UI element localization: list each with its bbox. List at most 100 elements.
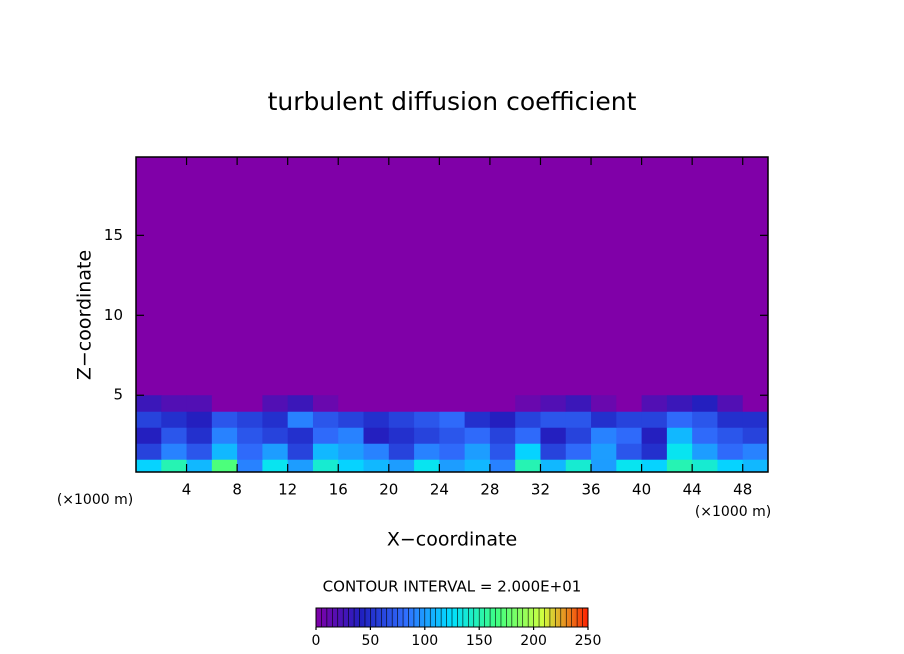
field-cell <box>489 459 516 472</box>
field-cell <box>211 443 238 460</box>
field-cell <box>237 411 263 428</box>
field-cell <box>489 395 516 412</box>
field-cell <box>515 411 541 428</box>
field-cell <box>565 443 592 460</box>
field-cell <box>136 411 162 428</box>
field-cell <box>464 427 491 444</box>
field-cell <box>464 443 491 460</box>
field-cell <box>237 427 263 444</box>
field-cell <box>591 443 617 460</box>
field-cell <box>439 411 466 428</box>
x-tick-label: 40 <box>632 481 651 499</box>
field-cell <box>363 427 390 444</box>
field-cell <box>641 443 668 460</box>
field-cell <box>388 427 415 444</box>
field-cell <box>287 443 314 460</box>
field-cell <box>717 411 744 428</box>
x-tick-label: 16 <box>329 481 348 499</box>
field-cell <box>136 395 162 412</box>
field-cell <box>186 395 213 412</box>
field-cell <box>692 427 718 444</box>
field-cell <box>565 395 592 412</box>
field-cell <box>616 427 643 444</box>
colorbar-tick-label: 100 <box>411 633 438 649</box>
field-cell <box>641 459 668 472</box>
field-cell <box>414 459 440 472</box>
field-cell <box>161 395 188 412</box>
colorbar-tick-label: 150 <box>466 633 493 649</box>
field-cell <box>363 411 390 428</box>
colorbar-tick-label: 0 <box>312 633 321 649</box>
field-cell <box>591 395 617 412</box>
field-cell <box>363 459 390 472</box>
field-cell <box>692 459 718 472</box>
colorbar-tick-label: 200 <box>520 633 547 649</box>
x-tick-label: 28 <box>480 481 499 499</box>
field-cell <box>742 427 768 444</box>
field-cell <box>338 395 365 412</box>
field-cell <box>591 411 617 428</box>
field-cell <box>338 443 365 460</box>
field-cell <box>464 411 491 428</box>
field-cell <box>565 411 592 428</box>
field-cell <box>489 427 516 444</box>
field-cell <box>692 395 718 412</box>
field-cell <box>616 395 643 412</box>
field-cell <box>464 459 491 472</box>
x-tick-label: 4 <box>182 481 192 499</box>
field-cell <box>388 459 415 472</box>
field-cell <box>136 443 162 460</box>
field-cell <box>262 427 289 444</box>
field-cell <box>742 395 768 412</box>
x-tick-label: 12 <box>278 481 297 499</box>
field-cell <box>489 411 516 428</box>
field-cell <box>211 395 238 412</box>
field-cell <box>666 459 693 472</box>
field-cell <box>262 411 289 428</box>
field-cell <box>414 443 440 460</box>
field-cell <box>312 411 339 428</box>
field-cell <box>287 395 314 412</box>
field-cell <box>540 427 567 444</box>
field-cell <box>692 411 718 428</box>
field-cell <box>717 395 744 412</box>
field-cell <box>439 427 466 444</box>
x-unit-label: (×1000 m) <box>695 504 771 520</box>
field-cell <box>439 443 466 460</box>
field-cell <box>616 443 643 460</box>
x-tick-label: 32 <box>531 481 550 499</box>
field-cell <box>540 411 567 428</box>
field-cell <box>742 443 768 460</box>
plot-frame <box>135 156 769 473</box>
field-cell <box>363 395 390 412</box>
field-cell <box>262 459 289 472</box>
field-cell <box>742 459 768 472</box>
field-cell <box>515 459 541 472</box>
field-cell <box>338 459 365 472</box>
field-cell <box>161 411 188 428</box>
x-unit-label: (×1000 m) <box>57 492 133 508</box>
field-cell <box>338 427 365 444</box>
field-cell <box>211 459 238 472</box>
field-cell <box>287 427 314 444</box>
field-cell <box>161 459 188 472</box>
field-cell <box>717 459 744 472</box>
field-cell <box>388 395 415 412</box>
y-axis-label: Z−coordinate <box>74 250 96 380</box>
field-cell <box>262 443 289 460</box>
field-cell <box>312 443 339 460</box>
field-cell <box>591 459 617 472</box>
field-cell <box>388 443 415 460</box>
y-tick-label: 15 <box>104 226 123 244</box>
y-tick-label: 5 <box>113 386 123 404</box>
field-cell <box>666 395 693 412</box>
field-cell <box>287 459 314 472</box>
field-cell <box>136 427 162 444</box>
chart-title: turbulent diffusion coefficient <box>268 87 637 116</box>
x-tick-label: 24 <box>430 481 449 499</box>
y-tick-label: 10 <box>104 306 123 324</box>
field-cell <box>363 443 390 460</box>
x-tick-label: 20 <box>379 481 398 499</box>
field-cell <box>439 395 466 412</box>
